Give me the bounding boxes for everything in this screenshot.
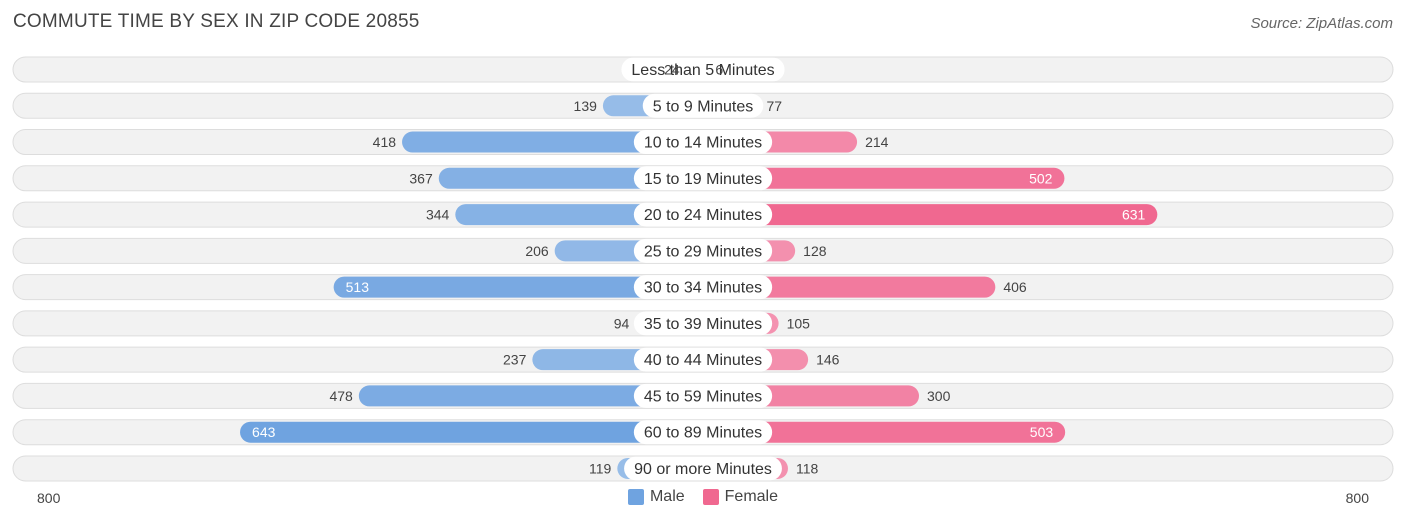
female-value-label: 128: [803, 243, 827, 259]
female-bar: [691, 167, 1065, 189]
category-label-pill: [633, 202, 773, 227]
legend-swatch-male: [627, 489, 644, 505]
male-value-label: 418: [373, 134, 397, 150]
category-label: 5 to 9 Minutes: [653, 98, 754, 115]
category-label: 40 to 44 Minutes: [644, 352, 762, 369]
category-label-pill: [633, 166, 773, 191]
category-label: 20 to 24 Minutes: [644, 207, 762, 224]
axis-left-label: 800: [37, 490, 61, 506]
female-value-label: 631: [1122, 207, 1146, 223]
category-label: Less than 5 Minutes: [631, 62, 774, 79]
female-value-label: 77: [766, 98, 782, 114]
category-label-pill: [633, 347, 773, 372]
male-value-label: 478: [329, 388, 353, 404]
male-value-label: 94: [614, 315, 630, 331]
category-label: 45 to 59 Minutes: [644, 388, 762, 405]
male-value-label: 139: [574, 98, 598, 114]
male-bar: [358, 385, 715, 407]
category-label-pill: [642, 93, 764, 118]
category-label-pill: [633, 383, 773, 408]
category-label-pill: [621, 57, 785, 82]
female-value-label: 105: [787, 315, 811, 331]
category-label: 35 to 39 Minutes: [644, 316, 762, 333]
axis-right-label: 800: [1345, 490, 1369, 506]
category-label: 15 to 19 Minutes: [644, 171, 762, 188]
male-value-label: 119: [589, 460, 612, 476]
male-value-label: 206: [525, 243, 549, 259]
male-bar: [240, 421, 716, 443]
female-value-label: 503: [1030, 424, 1054, 440]
female-bar: [691, 204, 1158, 226]
category-label: 90 or more Minutes: [634, 461, 772, 478]
category-label-pill: [624, 456, 782, 481]
male-value-label: 643: [252, 424, 276, 440]
male-value-label: 513: [346, 279, 370, 295]
legend-swatch-female: [702, 489, 719, 505]
legend: Male Female: [0, 488, 1406, 506]
male-value-label: 344: [426, 207, 450, 223]
category-label-pill: [633, 420, 773, 445]
female-value-label: 214: [865, 134, 889, 150]
female-bar: [691, 421, 1066, 443]
male-value-label: 237: [503, 352, 527, 368]
legend-item-male: Male: [627, 488, 685, 506]
chart-source: Source: ZipAtlas.com: [1250, 15, 1393, 32]
male-value-label: 367: [409, 170, 433, 186]
male-bar: [333, 276, 715, 298]
female-value-label: 406: [1003, 279, 1027, 295]
category-label: 30 to 34 Minutes: [644, 280, 762, 297]
chart-title: COMMUTE TIME BY SEX IN ZIP CODE 20855: [13, 11, 420, 32]
category-label: 25 to 29 Minutes: [644, 243, 762, 260]
category-label-pill: [633, 130, 773, 155]
female-value-label: 118: [796, 460, 819, 476]
female-value-label: 6: [715, 62, 723, 78]
category-label-pill: [633, 311, 773, 336]
category-label: 10 to 14 Minutes: [644, 135, 762, 152]
category-label-pill: [633, 275, 773, 300]
female-value-label: 502: [1029, 170, 1053, 186]
legend-label-male: Male: [649, 488, 685, 505]
legend-label-female: Female: [724, 488, 779, 505]
legend-item-female: Female: [702, 488, 779, 506]
male-value-label: 24: [664, 62, 680, 78]
category-label: 60 to 89 Minutes: [644, 425, 762, 442]
female-value-label: 146: [816, 352, 840, 368]
category-label-pill: [633, 238, 773, 263]
female-value-label: 300: [927, 388, 951, 404]
